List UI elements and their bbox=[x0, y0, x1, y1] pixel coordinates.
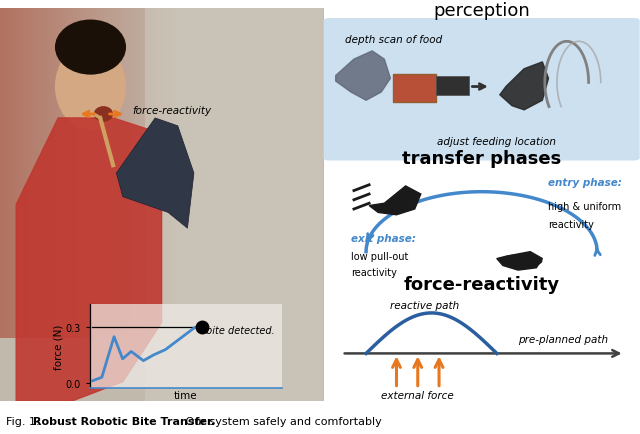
Text: high & uniform: high & uniform bbox=[548, 201, 621, 211]
Text: force-reactivity: force-reactivity bbox=[404, 276, 559, 293]
Ellipse shape bbox=[55, 20, 126, 76]
Y-axis label: force (N): force (N) bbox=[54, 323, 64, 369]
Text: exit phase:: exit phase: bbox=[351, 233, 416, 243]
X-axis label: time: time bbox=[174, 390, 197, 400]
Ellipse shape bbox=[55, 44, 126, 131]
Text: transfer phases: transfer phases bbox=[402, 150, 561, 168]
Text: external force: external force bbox=[381, 390, 454, 400]
Text: reactive path: reactive path bbox=[390, 301, 460, 311]
Text: pre-planned path: pre-planned path bbox=[518, 334, 608, 344]
Polygon shape bbox=[16, 118, 161, 401]
Polygon shape bbox=[369, 187, 421, 215]
Ellipse shape bbox=[93, 107, 113, 122]
Text: Fig. 1:: Fig. 1: bbox=[6, 416, 44, 426]
FancyBboxPatch shape bbox=[145, 9, 323, 401]
FancyBboxPatch shape bbox=[394, 75, 436, 102]
Text: depth scan of food: depth scan of food bbox=[345, 34, 442, 44]
Text: reactivity: reactivity bbox=[351, 268, 397, 278]
Polygon shape bbox=[497, 252, 543, 270]
Text: perception: perception bbox=[433, 2, 530, 20]
Text: force-reactivity: force-reactivity bbox=[132, 106, 212, 116]
Polygon shape bbox=[116, 118, 194, 229]
Polygon shape bbox=[336, 52, 390, 101]
Text: adjust feeding location: adjust feeding location bbox=[437, 137, 556, 147]
FancyBboxPatch shape bbox=[436, 76, 470, 95]
Text: Our system safely and comfortably: Our system safely and comfortably bbox=[182, 416, 382, 426]
Ellipse shape bbox=[500, 254, 543, 268]
FancyBboxPatch shape bbox=[324, 19, 640, 161]
Text: reactivity: reactivity bbox=[548, 220, 595, 230]
Text: bite detected.: bite detected. bbox=[206, 326, 275, 335]
Text: low pull-out: low pull-out bbox=[351, 252, 408, 262]
Text: entry phase:: entry phase: bbox=[548, 178, 622, 188]
Polygon shape bbox=[500, 63, 548, 111]
Text: Robust Robotic Bite Transfer.: Robust Robotic Bite Transfer. bbox=[33, 416, 216, 426]
